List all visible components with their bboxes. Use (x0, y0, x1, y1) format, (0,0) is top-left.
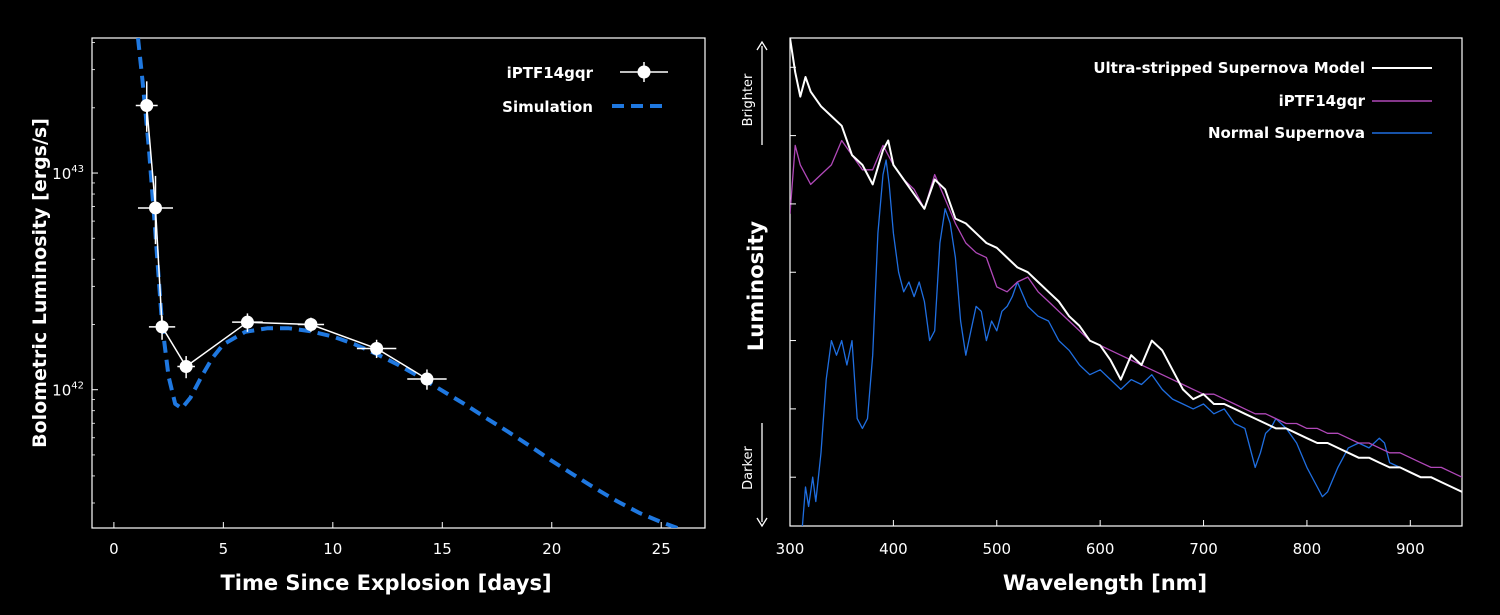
right-x-tick-label: 400 (879, 540, 908, 558)
left-x-tick-label: 10 (323, 540, 342, 558)
observation-point (148, 201, 162, 215)
right-x-tick-label: 300 (776, 540, 805, 558)
legend-label-simulation: Simulation (502, 98, 593, 116)
normal-supernova-spectrum-line (801, 159, 1431, 526)
right-plot-frame (789, 37, 1463, 527)
legend-label-observations: iPTF14gqr (507, 64, 594, 82)
left-y-axis-label: Bolometric Luminosity [ergs/s] (29, 118, 51, 448)
left-y-tick-label: 1043 (52, 164, 84, 183)
legend-marker-observations-dot (637, 65, 651, 79)
left-x-tick-label: 0 (109, 540, 119, 558)
right-ticks-layer: 300 400 500 600 700 800 900 (776, 66, 1425, 558)
iptf14gqr-spectrum-line (790, 139, 1462, 478)
observation-point (370, 341, 384, 355)
legend-iptf14gqr-label: iPTF14gqr (1279, 92, 1366, 110)
right-curves-clipped (790, 38, 1462, 526)
observation-point (240, 315, 254, 329)
legend-model-label: Ultra-stripped Supernova Model (1093, 59, 1365, 77)
left-x-tick-label: 20 (542, 540, 561, 558)
right-legend: Ultra-stripped Supernova Model iPTF14gqr N… (1093, 59, 1432, 142)
darker-arrowhead (756, 517, 768, 528)
darker-label: Darker (741, 445, 756, 489)
right-x-axis-label: Wavelength [nm] (1003, 571, 1207, 595)
brighter-arrowhead (756, 40, 768, 51)
left-y-tick-label: 1042 (52, 381, 84, 400)
observation-point (304, 317, 318, 331)
right-x-tick-label: 600 (1086, 540, 1115, 558)
right-x-tick-label: 500 (982, 540, 1011, 558)
left-ticks-layer: 0 5 10 15 20 25 1043 1042 (52, 42, 671, 558)
left-curves-clipped (135, 38, 684, 528)
spectrum-panel: 300 400 500 600 700 800 900 Wavelength [nm] Lu… (741, 37, 1463, 595)
observation-point (420, 372, 434, 386)
brighter-label: Brighter (741, 73, 756, 126)
observations-connector (145, 105, 428, 380)
luminosity-time-panel: 0 5 10 15 20 25 1043 1042 Time Since Explosion … (29, 37, 706, 595)
right-x-tick-label: 900 (1396, 540, 1425, 558)
right-curves-layer (790, 38, 1462, 526)
right-y-axis-label: Luminosity (744, 221, 768, 352)
model-spectrum-line (790, 38, 1462, 493)
left-plot-frame (91, 37, 706, 529)
left-x-tick-label: 25 (652, 540, 671, 558)
observation-point (179, 359, 193, 373)
legend-normal-supernova-label: Normal Supernova (1208, 124, 1365, 142)
left-curves-layer (135, 38, 684, 528)
observation-point (140, 98, 154, 112)
left-x-tick-label: 5 (219, 540, 229, 558)
right-x-tick-label: 800 (1293, 540, 1322, 558)
simulation-curve (136, 38, 684, 528)
left-legend: iPTF14gqr Simulation (502, 62, 668, 116)
left-x-tick-label: 15 (433, 540, 452, 558)
observation-point (155, 320, 169, 334)
left-x-axis-label: Time Since Explosion [days] (220, 571, 551, 595)
right-x-tick-label: 700 (1189, 540, 1218, 558)
